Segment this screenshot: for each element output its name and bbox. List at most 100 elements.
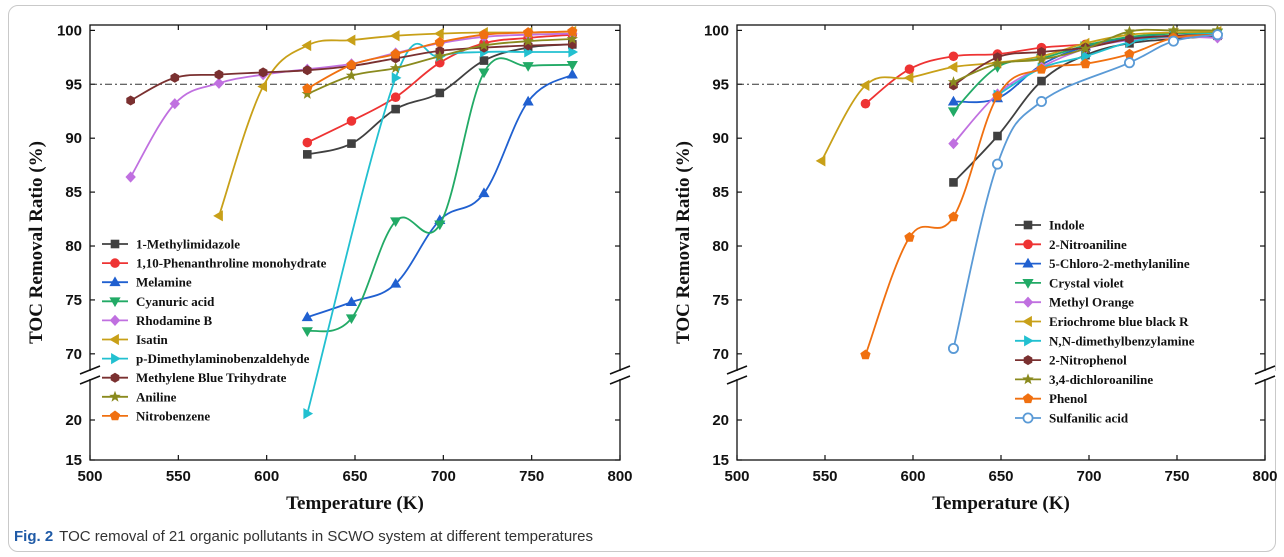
data-point [303,408,314,420]
data-point [948,211,959,222]
data-point [1037,47,1046,57]
data-point [860,98,871,109]
y-tick-label: 100 [57,22,82,39]
y-tick-label: 75 [65,292,82,309]
legend-marker [111,353,121,365]
data-point [904,64,915,75]
data-point [478,29,490,40]
figure-caption-text: TOC removal of 21 organic pollutants in … [59,528,594,545]
data-point [903,72,914,84]
figure-frame [8,5,1276,552]
legend-label: 1-Methylimidazole [136,237,240,252]
data-point [992,90,1003,101]
data-point [346,116,357,126]
y-tick-label: 20 [65,412,82,429]
data-point [566,68,578,79]
legend-label: Indole [1049,218,1085,233]
data-point [479,56,489,65]
data-point [568,46,579,58]
data-point [434,28,444,40]
legend-label: p-Dimethylaminobenzaldehyde [136,351,310,366]
data-point [478,68,490,79]
y-tick-label: 80 [65,238,82,255]
legend-label: Isatin [136,332,169,347]
legend-marker [109,276,121,287]
data-point [214,69,224,80]
axis-break-mark [726,365,748,375]
axis-break-mark [1254,375,1276,385]
axis-break-gap [609,371,631,379]
y-axis-title: TOC Removal Ratio (%) [673,141,694,344]
data-point [303,150,312,159]
x-tick-label: 500 [77,468,102,485]
data-point [1080,58,1091,69]
legend-marker [1022,279,1034,289]
data-point [949,178,958,187]
data-point [948,51,959,62]
data-point [389,30,400,42]
data-point [125,171,136,183]
data-point [434,36,445,47]
data-point [345,314,358,325]
series-cyanuric-acid [301,57,578,337]
legend-label: Melamine [136,275,192,290]
series-line [307,73,573,319]
data-point [126,95,135,106]
y-tick-label: 70 [65,346,82,363]
x-tick-label: 700 [431,468,456,485]
data-point [948,137,959,150]
y-tick-label: 85 [65,184,82,201]
data-point [1123,25,1136,37]
legend-label: 1,10-Phenanthroline monohydrate [136,256,327,271]
data-point [390,277,402,288]
data-point [860,349,871,360]
axis-break-mark [79,365,101,375]
data-point [947,107,960,118]
legend-label: Methyl Orange [1049,295,1134,310]
data-point [346,59,357,70]
figure-canvas: 500 550 600 650 700 750 800 70 75 80 85 90 95 100 15 20… [26,22,1278,514]
data-point [213,210,223,222]
data-point [566,60,578,71]
x-tick-label: 800 [1252,468,1277,485]
data-point [257,80,268,93]
legend-marker [110,372,120,383]
x-tick-label: 800 [607,468,632,485]
legend-label: Sulfanilic acid [1049,411,1129,426]
series-phenol [860,29,1223,360]
x-tick-label: 750 [519,468,544,485]
data-point [1036,63,1047,74]
series-line [129,32,573,178]
data-point [347,139,356,148]
axis-break-mark [726,375,748,385]
data-point [1167,24,1180,36]
data-point [389,62,402,73]
series-sulfanilic-acid [947,29,1223,354]
legend-marker [109,333,119,346]
x-axis-title: Temperature (K) [286,493,424,514]
axis-break-mark [1254,365,1276,375]
y-tick-label: 15 [65,452,82,469]
data-point [947,76,960,87]
x-tick-label: 600 [900,468,925,485]
legend-label: Crystal violet [1049,275,1124,290]
data-point [947,342,959,354]
x-tick-label: 550 [812,468,837,485]
x-axis-title: Temperature (K) [932,493,1070,514]
figure-label: Fig. 2 [14,528,54,545]
legend-marker [1024,335,1034,347]
legend-marker [1023,355,1033,366]
x-tick-label: 550 [166,468,191,485]
data-point [1124,48,1135,59]
axis-break-gap [79,371,101,379]
legend-label: 5-Chloro-2-methylaniline [1049,256,1190,271]
data-point [345,34,356,46]
legend-label: 2-Nitroaniline [1049,237,1127,252]
data-point [1123,57,1135,69]
legend-label: Nitrobenzene [136,408,210,423]
legend-label: N,N-dimethylbenzylamine [1049,333,1195,348]
legend-marker [1022,393,1034,404]
data-point [1125,34,1134,44]
legend-marker [109,314,121,326]
data-point [435,88,445,98]
